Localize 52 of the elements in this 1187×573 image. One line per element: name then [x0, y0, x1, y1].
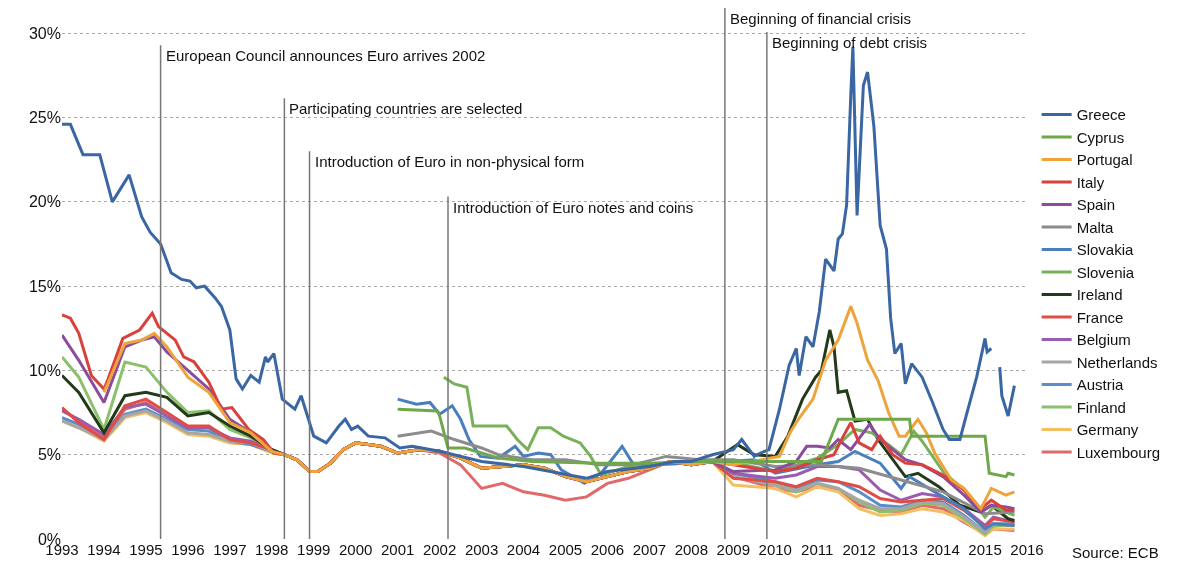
x-tick-label: 2001: [380, 541, 415, 558]
x-tick-label: 1995: [129, 541, 163, 558]
legend-label: Austria: [1076, 376, 1124, 394]
y-tick-label: 20%: [28, 193, 61, 211]
legend-label: Cyprus: [1076, 128, 1125, 146]
x-tick-label: 2005: [548, 541, 583, 558]
x-tick-label: 2011: [801, 541, 834, 558]
ref-line-label: Introduction of Euro notes and coins: [453, 199, 694, 216]
ref-line-label: Introduction of Euro in non-physical form: [315, 153, 585, 170]
legend-label: Italy: [1076, 173, 1105, 191]
legend-label: Germany: [1076, 421, 1139, 439]
x-tick-label: 2003: [464, 541, 499, 558]
ref-line-label: European Council announces Euro arrives 2002: [166, 47, 486, 64]
legend-label: Finland: [1076, 398, 1126, 416]
y-tick-label: 30%: [28, 24, 61, 42]
x-tick-label: 2009: [716, 541, 750, 558]
legend-label: Slovenia: [1076, 263, 1135, 281]
legend-label: Belgium: [1076, 331, 1131, 349]
x-tick-label: 2004: [506, 541, 541, 558]
legend-label: France: [1076, 308, 1124, 326]
x-tick-label: 1997: [213, 541, 247, 558]
legend-label: Greece: [1076, 106, 1126, 124]
legend-label: Malta: [1076, 218, 1114, 236]
y-tick-label: 15%: [28, 277, 61, 295]
x-tick-label: 2014: [926, 541, 960, 558]
x-tick-label: 2000: [339, 541, 373, 558]
x-tick-label: 2015: [968, 541, 1002, 558]
x-tick-label: 2008: [674, 541, 709, 558]
legend-label: Ireland: [1076, 286, 1123, 304]
legend-label: Netherlands: [1076, 353, 1158, 371]
ref-line-label: Beginning of debt crisis: [772, 34, 928, 51]
x-tick-label: 2013: [884, 541, 918, 558]
x-tick-label: 2002: [422, 541, 457, 558]
x-tick-label: 1994: [87, 541, 121, 558]
legend-label: Slovakia: [1076, 241, 1134, 259]
source-note: Source: ECB: [1072, 544, 1159, 561]
x-tick-label: 2016: [1010, 541, 1044, 558]
ref-line-label: Beginning of financial crisis: [730, 10, 911, 27]
x-tick-label: 1998: [255, 541, 289, 558]
legend-label: Spain: [1076, 196, 1116, 214]
x-tick-label: 2007: [632, 541, 667, 558]
x-tick-label: 1996: [171, 541, 205, 558]
legend-label: Luxembourg: [1076, 443, 1161, 461]
ref-line-label: Participating countries are selected: [289, 100, 523, 117]
y-tick-label: 25%: [28, 109, 61, 127]
legend-label: Portugal: [1076, 151, 1133, 169]
y-tick-label: 5%: [37, 446, 61, 464]
y-tick-label: 10%: [28, 362, 61, 380]
x-tick-label: 2010: [758, 541, 792, 558]
x-tick-label: 1999: [297, 541, 331, 558]
x-tick-label: 2006: [590, 541, 625, 558]
x-tick-label: 2012: [842, 541, 876, 558]
